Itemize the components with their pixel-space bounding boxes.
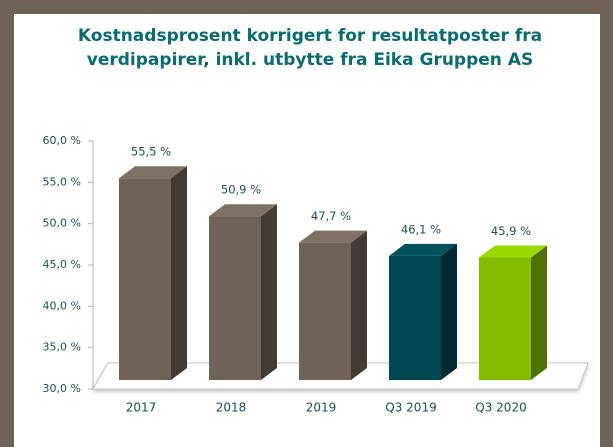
x-tick-label: 2018 (216, 401, 247, 415)
value-label: 50,9 % (221, 183, 261, 197)
bar-face (441, 243, 457, 380)
x-tick-label: 2017 (126, 401, 157, 415)
x-tick-label: Q3 2019 (385, 401, 436, 415)
bar-face (389, 243, 457, 256)
x-tick-label: 2019 (306, 401, 337, 415)
bar-face (351, 230, 367, 380)
y-tick-label: 30,0 % (43, 382, 81, 395)
bar-face (119, 166, 187, 179)
bar-face (389, 255, 441, 380)
chart-title: Kostnadsprosent korrigert for resultatpo… (78, 26, 542, 46)
value-label: 45,9 % (491, 224, 531, 238)
bar-face (479, 257, 531, 380)
value-label: 47,7 % (311, 209, 351, 223)
y-tick-label: 55,0 % (43, 175, 81, 188)
bar-face (209, 204, 277, 217)
bar-face (209, 216, 261, 380)
bar-face (261, 204, 277, 380)
bar (389, 243, 457, 380)
chart-title: verdipapirer, inkl. utbytte fra Eika Gru… (87, 50, 533, 70)
y-tick-label: 45,0 % (43, 258, 81, 271)
y-tick-label: 50,0 % (43, 217, 81, 230)
bar-face (479, 245, 547, 258)
value-label: 55,5 % (131, 145, 171, 159)
bar (209, 204, 277, 380)
y-tick-label: 40,0 % (43, 299, 81, 312)
value-label: 46,1 % (401, 222, 441, 236)
y-tick-label: 35,0 % (43, 341, 81, 354)
x-tick-label: Q3 2020 (475, 401, 526, 415)
bar-face (299, 242, 351, 380)
bar-face (299, 230, 367, 243)
bar-face (171, 166, 187, 380)
bar-face (531, 245, 547, 380)
bar (119, 166, 187, 380)
bar (479, 245, 547, 380)
bar (299, 230, 367, 380)
y-tick-label: 60,0 % (43, 134, 81, 147)
bar-face (119, 178, 171, 380)
